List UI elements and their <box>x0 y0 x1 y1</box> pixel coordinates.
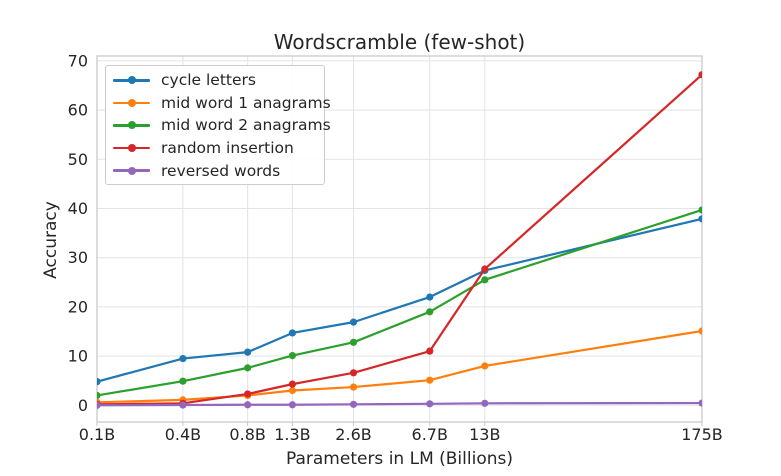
series-group <box>97 71 702 409</box>
y-tick-label: 30 <box>68 248 88 267</box>
y-tick-label: 0 <box>78 396 88 415</box>
legend-item: reversed words <box>113 159 324 182</box>
series-point-reversed-words <box>97 401 101 409</box>
plot-border <box>96 55 703 423</box>
legend-item: mid word 2 anagrams <box>113 114 331 137</box>
y-tick-label: 50 <box>68 150 88 169</box>
series-point-random-insertion <box>288 380 297 388</box>
x-tick-label: 2.6B <box>335 425 371 444</box>
series-point-random-insertion <box>481 265 489 273</box>
series-point-mid-word-2-anagrams <box>244 364 252 372</box>
series-point-random-insertion <box>244 390 252 398</box>
chart-title: Wordscramble (few-shot) <box>273 30 526 54</box>
series-point-mid-word-2-anagrams <box>97 391 101 400</box>
legend-line-sample <box>113 76 150 85</box>
x-tick-label: 0.8B <box>229 425 265 444</box>
legend-label: mid word 2 anagrams <box>161 116 331 135</box>
series-point-reversed-words <box>288 401 297 409</box>
x-tick-label: 13B <box>469 425 500 444</box>
legend-line-sample <box>113 121 150 130</box>
y-tick-label: 70 <box>68 51 88 70</box>
legend-line-sample <box>113 166 150 175</box>
series-point-mid-word-2-anagrams <box>698 206 702 214</box>
series-point-mid-word-1-anagrams <box>426 376 434 384</box>
y-axis-label: Accuracy <box>41 201 61 279</box>
series-line-cycle-letters <box>97 217 702 383</box>
series-point-random-insertion <box>698 71 702 79</box>
series-point-mid-word-2-anagrams <box>481 276 489 284</box>
series-point-mid-word-2-anagrams <box>179 377 187 385</box>
series-point-reversed-words <box>349 400 358 408</box>
series-point-cycle-letters <box>244 348 252 356</box>
series-point-mid-word-2-anagrams <box>288 351 297 360</box>
series-point-mid-word-1-anagrams <box>288 386 297 395</box>
x-axis-label: Parameters in LM (Billions) <box>285 449 513 469</box>
y-tick-label: 60 <box>68 101 88 120</box>
series-point-random-insertion <box>426 347 434 355</box>
series-point-cycle-letters <box>288 329 297 337</box>
legend-item: cycle letters <box>113 69 324 92</box>
series-line-mid-word-2-anagrams <box>97 208 702 397</box>
series-point-mid-word-2-anagrams <box>349 338 358 346</box>
legend-label: reversed words <box>161 161 281 180</box>
legend: cycle letters mid word 1 anagrams mid word… <box>105 65 331 185</box>
x-tick-label: 1.3B <box>274 425 310 444</box>
series-point-reversed-words <box>426 400 434 408</box>
legend-marker-icon <box>127 121 136 130</box>
x-tick-label: 175B <box>681 425 723 444</box>
y-tick-label: 20 <box>68 297 88 316</box>
legend-line-sample <box>113 98 150 107</box>
series-point-cycle-letters <box>426 293 434 301</box>
series-point-cycle-letters <box>698 215 702 223</box>
series-point-cycle-letters <box>97 378 101 386</box>
series-point-cycle-letters <box>349 318 358 326</box>
legend-marker-icon <box>127 144 136 153</box>
series-point-mid-word-1-anagrams <box>481 362 489 370</box>
legend-label: cycle letters <box>161 71 256 90</box>
series-point-reversed-words <box>179 401 187 409</box>
y-tick-label: 40 <box>68 199 88 218</box>
legend-marker-icon <box>127 76 136 85</box>
series-line-reversed-words <box>97 401 702 407</box>
legend-item: random insertion <box>113 137 324 160</box>
series-point-mid-word-1-anagrams <box>698 327 702 335</box>
series-point-reversed-words <box>244 401 252 409</box>
series-point-mid-word-1-anagrams <box>349 383 358 391</box>
series-line-mid-word-1-anagrams <box>97 329 702 404</box>
x-tick-label: 0.1B <box>79 425 115 444</box>
series-point-mid-word-2-anagrams <box>426 308 434 316</box>
legend-label: random insertion <box>161 139 294 158</box>
series-point-reversed-words <box>481 399 489 407</box>
legend-label: mid word 1 anagrams <box>161 93 331 112</box>
y-tick-label: 10 <box>68 347 88 366</box>
x-tick-label: 6.7B <box>412 425 448 444</box>
series-point-reversed-words <box>698 399 702 407</box>
legend-line-sample <box>113 144 150 153</box>
series-point-random-insertion <box>349 369 358 377</box>
legend-marker-icon <box>127 98 136 107</box>
series-line-random-insertion <box>97 73 702 406</box>
x-tick-label: 0.4B <box>165 425 201 444</box>
series-point-cycle-letters <box>179 354 187 363</box>
legend-item: mid word 1 anagrams <box>113 92 331 115</box>
legend-marker-icon <box>127 166 136 175</box>
